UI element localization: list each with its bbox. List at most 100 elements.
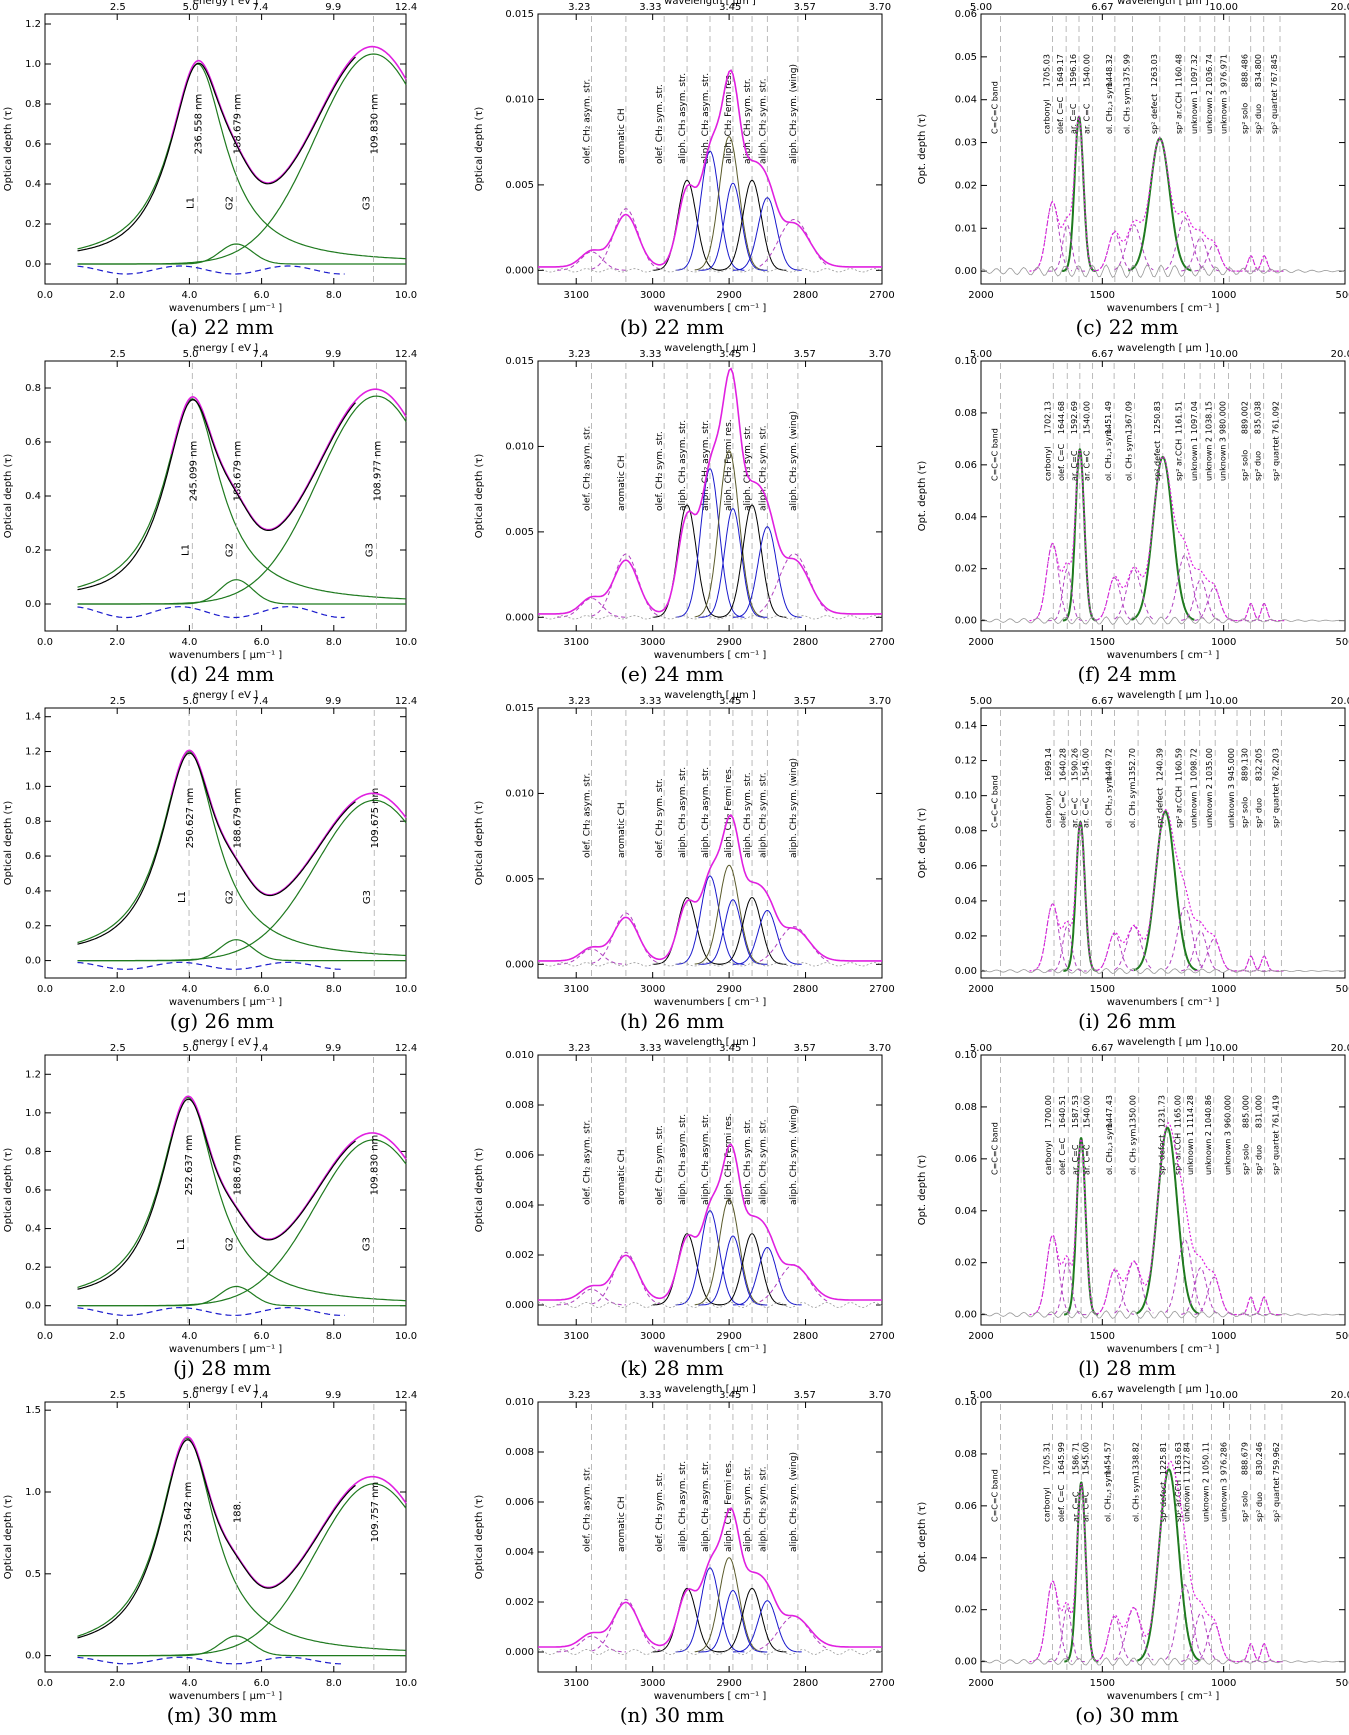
band-position-label: 1596.16 [1069, 54, 1078, 87]
top-tick-label: 5.00 [970, 349, 992, 360]
band-position-label: 1161.51 [1174, 401, 1183, 434]
band-label: unknown 1 [1183, 1478, 1192, 1522]
band-position-label: 1097.32 [1190, 54, 1199, 87]
band-position-label: 1700.00 [1044, 1095, 1053, 1128]
band-position-label: 1160.48 [1175, 54, 1184, 87]
panel-caption: (m) 30 mm [166, 1703, 278, 1727]
x-tick-label: 0.0 [37, 984, 53, 995]
top-axis-label: wavelength [ μm ] [664, 1037, 756, 1048]
gaussian-component [77, 939, 406, 962]
peak-name-label: L1 [180, 544, 191, 556]
y-axis-label: Opt. depth (τ) [917, 461, 928, 532]
band-label: ol. CH₂,₃ sym. [1105, 773, 1114, 828]
peak-name-label: L1 [177, 891, 188, 903]
band-label: unknown 3 [1223, 1131, 1232, 1175]
cc-band [1063, 820, 1098, 972]
band-component [557, 1288, 626, 1306]
band-label: ol. CH₃ sym. [1125, 432, 1134, 481]
residual [980, 967, 1346, 975]
observed-spectrum [77, 1439, 356, 1639]
x-tick-label: 2900 [716, 290, 741, 301]
x-tick-label: 4.0 [181, 984, 197, 995]
band-component [698, 508, 768, 618]
plot-frame [980, 707, 1346, 979]
gaussian-component [77, 1437, 407, 1651]
top-tick-label: 20.00 [1331, 349, 1349, 360]
band-position-label: 1160.59 [1175, 748, 1184, 781]
chart-svg-j: 0.0 2.0 4.0 6.0 8.0 10.0 wavenumbers [ μm⁻¹ ] 2… [3, 1037, 417, 1355]
chart-svg-e: 3100 3000 2900 2800 2700 wavenumbers [ cm⁻¹ ]… [474, 343, 895, 661]
band-position-label: 1225.81 [1159, 1442, 1168, 1475]
band-position-label: 1590.26 [1070, 748, 1079, 781]
residual [77, 606, 345, 619]
top-tick-label: 7.4 [253, 349, 269, 360]
band-component [694, 1198, 764, 1306]
y-tick-label: 0.0 [25, 1651, 41, 1662]
y-tick-label: 0.00 [955, 966, 977, 977]
band-position-label: 1448.32 [1105, 54, 1114, 87]
chart-svg-n: 3100 3000 2900 2800 2700 wavenumbers [ cm⁻¹ ]… [474, 1384, 895, 1702]
band-label: aliph. CH₃ asym. str. [678, 1461, 688, 1552]
band-label: sp² duo [1254, 104, 1263, 134]
peak-wavelength-label: 253.642 nm [183, 1482, 194, 1543]
background-band [1180, 579, 1221, 621]
top-axis-label: wavelength [ μm ] [664, 1384, 756, 1395]
band-component [675, 1567, 745, 1653]
x-axis-label: wavenumbers [ cm⁻¹ ] [1107, 303, 1220, 314]
top-tick-label: 9.9 [325, 1390, 341, 1401]
y-axis-label: Optical depth (τ) [3, 107, 14, 192]
band-position-label: 1545.00 [1081, 1442, 1090, 1475]
chart-panel-j: 0.0 2.0 4.0 6.0 8.0 10.0 wavenumbers [ μm⁻¹ ] 2… [0, 1037, 444, 1388]
top-tick-label: 6.67 [1091, 1043, 1113, 1054]
y-axis-label: Opt. depth (τ) [917, 1502, 928, 1573]
observed-spectrum [77, 56, 356, 252]
peak-name-label: G2 [224, 543, 235, 557]
y-tick-label: 0.000 [505, 1300, 534, 1311]
band-component [675, 1210, 745, 1306]
y-tick-label: 0.02 [955, 180, 977, 191]
top-tick-label: 2.5 [110, 696, 126, 707]
top-tick-label: 9.9 [325, 2, 341, 13]
top-tick-label: 3.57 [794, 1390, 816, 1401]
top-tick-label: 12.4 [395, 349, 417, 360]
top-tick-label: 6.67 [1091, 696, 1113, 707]
y-tick-label: 0.010 [505, 441, 534, 452]
band-position-label: 1449.72 [1105, 748, 1114, 781]
chart-panel-l: 2000 1500 1000 500 wavenumbers [ cm⁻¹ ] 5.00 6… [905, 1037, 1349, 1388]
band-label: C=C=C band [990, 1122, 999, 1175]
top-tick-label: 3.23 [568, 349, 590, 360]
band-position-label: 1250.83 [1153, 401, 1162, 434]
peak-name-label: G3 [362, 196, 373, 210]
y-axis-label: Optical depth (τ) [474, 801, 485, 886]
background-band [1165, 1584, 1205, 1660]
y-tick-label: 0.2 [25, 545, 41, 556]
residual [980, 616, 1346, 626]
band-component [717, 179, 787, 271]
top-tick-label: 3.33 [639, 2, 661, 13]
y-tick-label: 0.008 [505, 1447, 534, 1458]
top-tick-label: 3.33 [639, 1043, 661, 1054]
band-position-label: 834.800 [1254, 54, 1263, 87]
band-label: ol. CH₃ sym. [1122, 85, 1131, 134]
defect-band [1135, 1126, 1200, 1315]
band-label: olef. CH₂ asym. str. [583, 79, 593, 164]
x-tick-label: 4.0 [181, 1678, 197, 1689]
y-axis-label: Opt. depth (τ) [917, 808, 928, 879]
band-position-label: 835.038 [1254, 401, 1263, 434]
top-tick-label: 3.57 [794, 696, 816, 707]
x-tick-label: 8.0 [326, 984, 342, 995]
band-label: aliph. CH₂ asym. str. [701, 1461, 711, 1552]
band-label: C=C=C band [990, 428, 999, 481]
chart-svg-k: 3100 3000 2900 2800 2700 wavenumbers [ cm⁻¹ ]… [474, 1037, 895, 1355]
y-axis-label: Opt. depth (τ) [917, 114, 928, 185]
y-axis-label: Optical depth (τ) [474, 454, 485, 539]
y-tick-label: 0.04 [955, 1206, 977, 1217]
band-position-label: 1540.00 [1083, 401, 1092, 434]
y-tick-label: 0.4 [25, 1224, 41, 1235]
background-band [1047, 568, 1087, 622]
band-label: unknown 1 [1190, 437, 1199, 481]
top-tick-label: 5.0 [183, 1043, 199, 1054]
band-position-label: 1231.73 [1157, 1095, 1166, 1128]
band-position-label: 1540.00 [1083, 1095, 1092, 1128]
band-label: aliph. CH₂ sym. str. [758, 772, 768, 858]
